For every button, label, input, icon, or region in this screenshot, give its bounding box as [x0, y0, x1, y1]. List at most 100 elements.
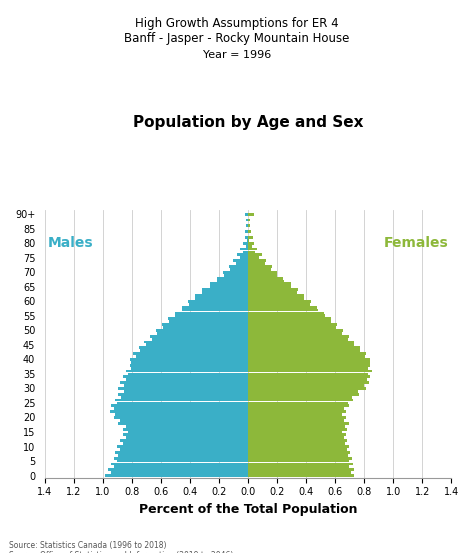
Bar — [182, 309, 248, 311]
Bar — [248, 300, 311, 302]
Bar — [248, 408, 344, 410]
Bar — [168, 317, 248, 320]
Bar — [248, 401, 348, 404]
Text: Banff - Jasper - Rocky Mountain House: Banff - Jasper - Rocky Mountain House — [124, 32, 350, 45]
Bar — [123, 375, 248, 378]
Bar — [248, 384, 364, 387]
Bar — [128, 373, 248, 375]
Bar — [163, 326, 248, 329]
Bar — [248, 369, 372, 373]
Bar — [130, 358, 248, 361]
Bar — [156, 329, 248, 332]
Bar — [131, 367, 248, 369]
Bar — [210, 285, 248, 288]
Bar — [248, 306, 317, 309]
Bar — [114, 408, 248, 410]
Bar — [131, 361, 248, 364]
Bar — [248, 265, 272, 268]
Bar — [248, 349, 360, 352]
Bar — [118, 422, 248, 425]
Bar — [126, 378, 248, 381]
Bar — [120, 439, 248, 442]
Bar — [195, 294, 248, 297]
Bar — [150, 335, 248, 338]
Bar — [248, 341, 355, 343]
Bar — [248, 297, 304, 300]
Bar — [248, 352, 366, 355]
Bar — [248, 367, 368, 369]
Bar — [248, 416, 346, 419]
Bar — [115, 399, 248, 401]
Bar — [114, 457, 248, 460]
Bar — [162, 323, 248, 326]
Bar — [248, 213, 254, 216]
Bar — [126, 436, 248, 439]
Bar — [157, 332, 248, 335]
Bar — [248, 329, 343, 332]
Bar — [175, 311, 248, 315]
Bar — [248, 257, 259, 259]
Bar — [109, 410, 248, 413]
Bar — [140, 349, 248, 352]
Bar — [123, 434, 248, 436]
Bar — [224, 274, 248, 276]
Bar — [248, 323, 337, 326]
Bar — [248, 230, 251, 233]
Bar — [115, 413, 248, 416]
Bar — [120, 381, 248, 384]
Bar — [133, 352, 248, 355]
Bar — [115, 451, 248, 454]
Bar — [246, 218, 248, 221]
Bar — [117, 445, 248, 448]
Bar — [230, 268, 248, 271]
Bar — [248, 387, 366, 390]
Bar — [114, 416, 248, 419]
Bar — [248, 343, 354, 346]
Bar — [247, 239, 248, 242]
Bar — [248, 335, 348, 338]
Bar — [248, 315, 325, 317]
Bar — [126, 369, 248, 373]
Bar — [243, 242, 248, 244]
Bar — [248, 338, 348, 341]
Bar — [121, 396, 248, 399]
Bar — [248, 309, 318, 311]
X-axis label: Percent of the Total Population: Percent of the Total Population — [139, 503, 357, 516]
Bar — [118, 387, 248, 390]
Bar — [145, 341, 248, 343]
Bar — [118, 454, 248, 457]
Bar — [248, 404, 348, 408]
Bar — [248, 276, 283, 279]
Bar — [248, 320, 331, 323]
Bar — [123, 427, 248, 431]
Bar — [248, 271, 277, 274]
Bar — [248, 364, 370, 367]
Bar — [123, 442, 248, 445]
Bar — [202, 288, 248, 291]
Bar — [245, 230, 248, 233]
Bar — [248, 419, 344, 422]
Bar — [248, 248, 257, 251]
Bar — [126, 425, 248, 427]
Bar — [248, 399, 353, 401]
Bar — [248, 425, 345, 427]
Bar — [117, 460, 248, 462]
Bar — [248, 251, 255, 253]
Bar — [248, 259, 266, 262]
Bar — [248, 373, 368, 375]
Bar — [246, 225, 248, 227]
Bar — [248, 332, 342, 335]
Bar — [114, 466, 248, 468]
Bar — [124, 390, 248, 393]
Bar — [248, 390, 358, 393]
Bar — [217, 276, 248, 279]
Text: Males: Males — [48, 236, 93, 251]
Bar — [130, 364, 248, 367]
Bar — [248, 393, 359, 396]
Bar — [248, 236, 253, 239]
Text: High Growth Assumptions for ER 4: High Growth Assumptions for ER 4 — [135, 17, 339, 30]
Bar — [245, 213, 248, 216]
Bar — [136, 355, 248, 358]
Bar — [248, 225, 250, 227]
Bar — [248, 413, 342, 416]
